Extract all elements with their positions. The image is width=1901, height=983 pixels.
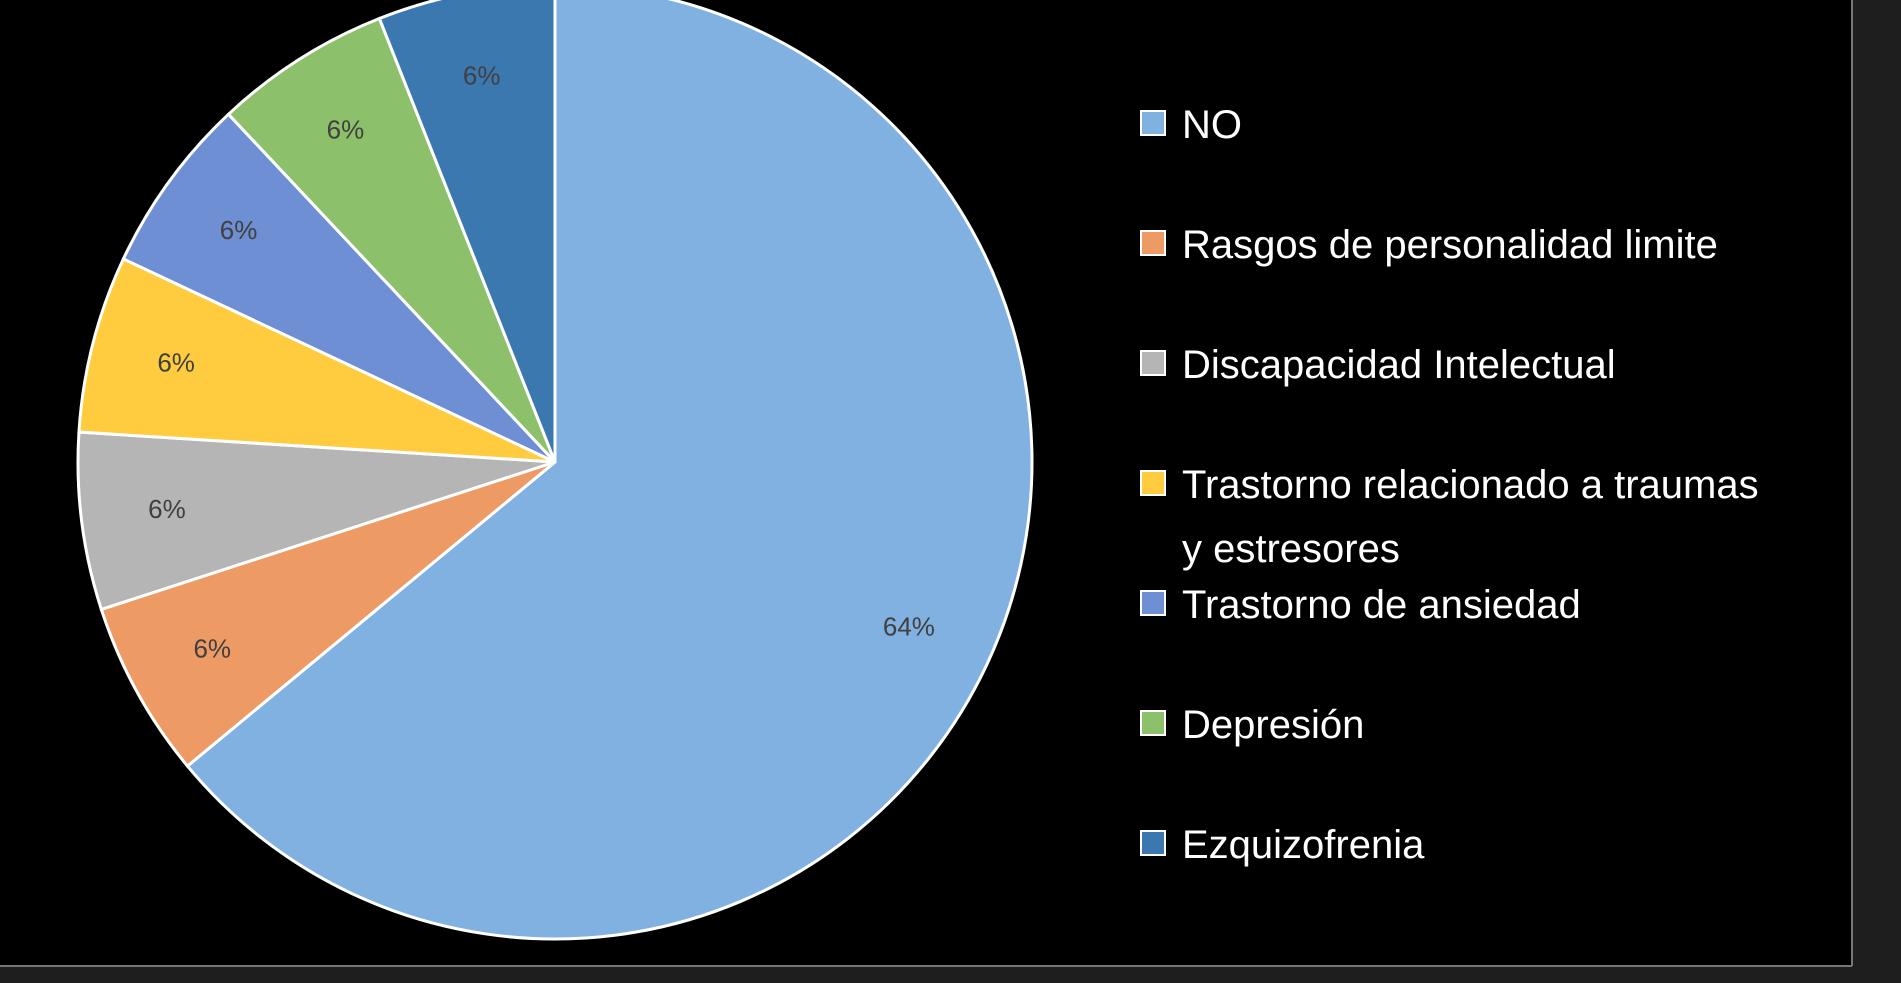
data-label: 6% (148, 494, 186, 524)
pie-slice (99, 460, 556, 769)
legend-swatch (1140, 230, 1166, 256)
legend-label: NO (1182, 103, 1242, 147)
legend-swatch (1140, 110, 1166, 136)
legend-label: Depresión (1182, 703, 1365, 747)
legend-swatch (1140, 590, 1166, 616)
legend-swatch (1140, 470, 1166, 496)
pie-slice (77, 256, 556, 464)
legend-item: Ezquizofrenia (1140, 813, 1782, 877)
legend-label: Trastorno de ansiedad (1182, 583, 1581, 627)
data-label: 6% (157, 348, 195, 378)
legend-item: Trastorno relacionado a traumas y estres… (1140, 453, 1782, 581)
legend-label: Discapacidad Intelectual (1182, 343, 1616, 387)
pie: 64% 6% 6% 6% 6% 6% 6% (76, 0, 1034, 941)
legend-swatch (1140, 830, 1166, 856)
data-label: 6% (463, 61, 501, 91)
pie-slice (185, 0, 1034, 941)
data-label: 6% (220, 215, 258, 245)
legend-item: Discapacidad Intelectual (1140, 333, 1782, 397)
frame-side (1852, 0, 1901, 983)
data-label: 6% (193, 633, 231, 663)
frame-bottom (0, 966, 1901, 983)
pie-slice (226, 16, 557, 464)
legend-item: NO (1140, 93, 1782, 157)
legend-label: Trastorno relacionado a traumas y estres… (1182, 463, 1759, 571)
legend-item: Depresión (1140, 693, 1782, 757)
legend-swatch (1140, 350, 1166, 376)
pie-slice (121, 112, 557, 464)
legend-label: Rasgos de personalidad limite (1182, 223, 1718, 267)
legend-swatch (1140, 710, 1166, 736)
legend-item: Rasgos de personalidad limite (1140, 213, 1782, 277)
legend-label: Ezquizofrenia (1182, 823, 1425, 867)
legend-item: Trastorno de ansiedad (1140, 573, 1782, 637)
data-label: 6% (327, 115, 365, 145)
pie-slice (377, 0, 557, 463)
data-label: 64% (883, 611, 935, 641)
pie-slice (76, 430, 556, 612)
